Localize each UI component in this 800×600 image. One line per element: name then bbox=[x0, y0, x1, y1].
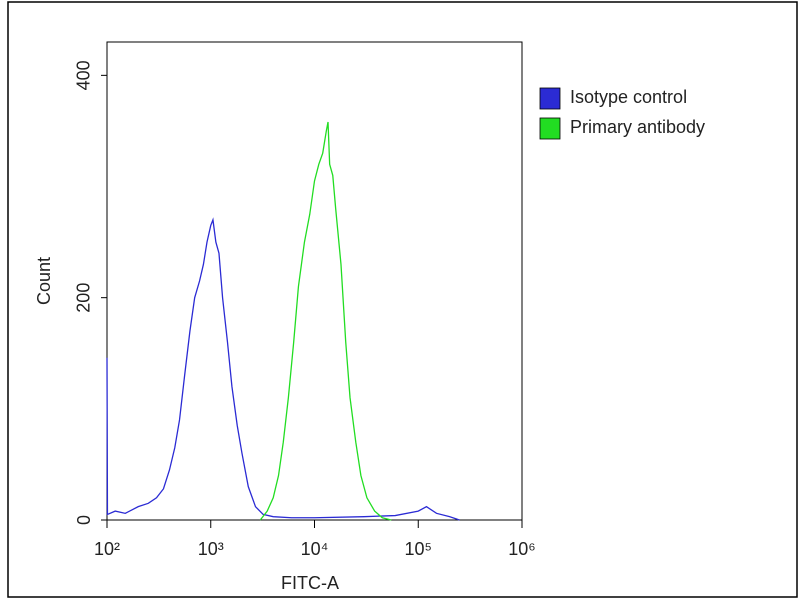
x-tick-label: 10⁴ bbox=[301, 539, 329, 559]
y-tick-label: 0 bbox=[74, 515, 94, 525]
x-tick-label: 10³ bbox=[198, 539, 224, 559]
x-tick-label: 10⁶ bbox=[508, 539, 535, 559]
series-line bbox=[259, 121, 392, 521]
legend-swatch bbox=[539, 117, 561, 140]
plot-frame bbox=[106, 41, 523, 521]
series-line bbox=[106, 217, 460, 521]
legend-swatch bbox=[539, 87, 561, 110]
x-axis-label: FITC-A bbox=[281, 573, 339, 593]
legend-label: Primary antibody bbox=[570, 117, 705, 137]
x-tick-label: 10⁵ bbox=[405, 539, 432, 559]
outer-frame bbox=[7, 1, 798, 598]
x-tick-label: 10² bbox=[94, 539, 120, 559]
y-tick-label: 400 bbox=[74, 60, 94, 90]
y-axis-label: Count bbox=[34, 257, 54, 305]
y-tick-label: 200 bbox=[74, 283, 94, 313]
legend-label: Isotype control bbox=[570, 87, 687, 107]
